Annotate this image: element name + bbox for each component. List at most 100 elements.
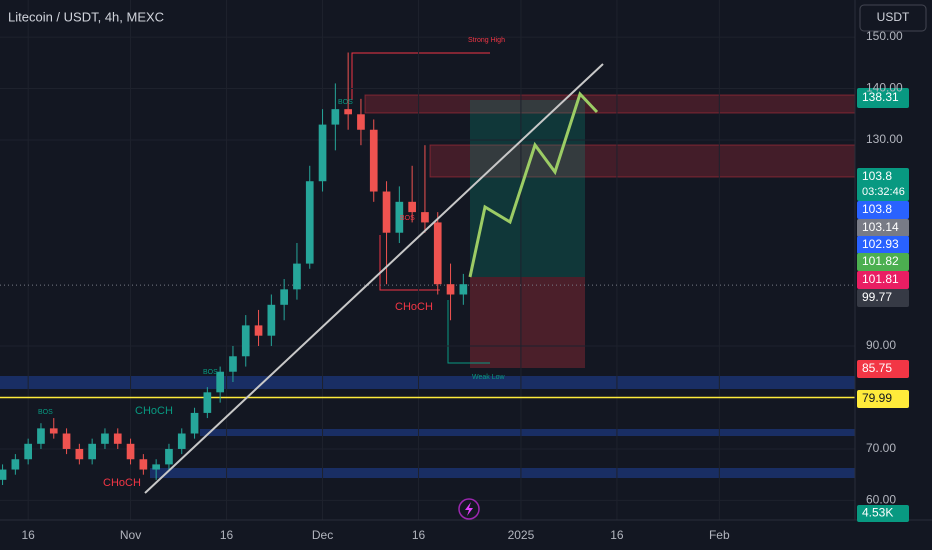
annotation: Weak Low <box>472 374 505 381</box>
candle-body <box>433 222 442 285</box>
target-box <box>470 100 585 277</box>
candle-body <box>357 114 365 130</box>
candle-body <box>216 371 224 393</box>
candle-body <box>101 433 109 444</box>
candle-body <box>318 124 327 182</box>
annotation: BOS <box>400 215 415 222</box>
candle-body <box>459 284 468 295</box>
y-tick-label: 70.00 <box>866 441 896 455</box>
candle-body <box>369 129 378 192</box>
x-tick-label: 16 <box>21 528 35 542</box>
candle-body <box>177 433 186 449</box>
candle-body <box>49 428 58 434</box>
weak-low-line <box>447 300 490 364</box>
price-tag-label: 101.81 <box>862 272 899 286</box>
price-tag-label: 4.53K <box>862 506 893 520</box>
candle-body <box>126 443 135 460</box>
price-tag <box>857 88 909 108</box>
price-tag <box>857 236 909 254</box>
candle-body <box>267 304 276 336</box>
x-tick-label: 16 <box>610 528 624 542</box>
annotation: Strong High <box>468 37 505 44</box>
x-tick-label: Dec <box>312 528 333 542</box>
x-tick-label: 16 <box>412 528 426 542</box>
candle-body <box>165 448 173 465</box>
price-tag <box>857 390 909 408</box>
candle-body <box>75 448 84 460</box>
countdown: 03:32:46 <box>862 186 905 198</box>
candle-body <box>229 356 237 372</box>
candle-body <box>293 263 301 290</box>
y-tick-label: 90.00 <box>866 338 896 352</box>
currency-label[interactable]: USDT <box>877 10 910 24</box>
price-tag-label: 101.82 <box>862 254 899 268</box>
price-tag-label: 102.93 <box>862 237 899 251</box>
event-icon <box>465 502 473 516</box>
y-tick-label: 130.00 <box>866 132 903 146</box>
chart-title: Litecoin / USDT, 4h, MEXC <box>8 9 164 24</box>
annotation: CHoCH <box>395 301 433 313</box>
annotation: BOS <box>38 409 53 416</box>
price-tag-label: 103.14 <box>862 220 899 234</box>
candle-body <box>446 284 455 295</box>
trend-line <box>144 63 604 494</box>
price-tag-label: 138.31 <box>862 90 899 104</box>
candle-body <box>152 464 160 470</box>
candle-body <box>203 392 212 413</box>
candle-body <box>395 201 404 233</box>
candle-body <box>11 459 20 470</box>
projection-arrow <box>468 91 599 278</box>
candle-body <box>62 433 71 449</box>
candle-body <box>305 181 314 264</box>
price-tag <box>857 253 909 271</box>
candle-body <box>254 325 263 336</box>
y-tick-label: 60.00 <box>866 493 896 507</box>
annotation: BOS <box>203 369 218 376</box>
choch-line <box>379 235 440 291</box>
candle-body <box>421 212 429 223</box>
y-tick-label: 140.00 <box>866 81 903 95</box>
stop-box <box>470 277 585 368</box>
price-tag <box>857 360 909 378</box>
price-tag <box>857 201 909 219</box>
candle-body <box>88 443 96 460</box>
demand-zone <box>150 468 855 478</box>
supply-zone <box>364 94 856 114</box>
demand-zone <box>200 429 855 436</box>
x-tick-label: 16 <box>220 528 234 542</box>
candle-body <box>280 289 288 305</box>
y-tick-label: 150.00 <box>866 29 903 43</box>
price-tag-label: 85.75 <box>862 361 892 375</box>
price-tag <box>857 219 909 237</box>
x-tick-label: Feb <box>709 528 730 542</box>
annotation: CHoCH <box>135 405 173 417</box>
candle-body <box>241 325 250 357</box>
zones <box>0 52 856 478</box>
currency-button[interactable] <box>859 4 927 32</box>
candle-body <box>113 433 122 444</box>
candle-body <box>344 109 352 115</box>
price-tag <box>857 505 909 522</box>
price-tag-label: 99.77 <box>862 290 892 304</box>
price-tag <box>857 289 909 307</box>
price-tag-label: 103.8 <box>862 169 892 183</box>
x-tick-label: 2025 <box>508 528 535 542</box>
annotation: CHoCH <box>103 477 141 489</box>
annotation: BOS <box>338 99 353 106</box>
candle-body <box>139 459 148 470</box>
strong-high-line <box>351 52 490 100</box>
candle-body <box>0 469 7 480</box>
demand-zone <box>0 376 855 389</box>
candle-body <box>190 412 199 434</box>
x-tick-label: Nov <box>120 528 141 542</box>
candle-body <box>382 191 391 233</box>
price-tag-label: 79.99 <box>862 391 892 405</box>
price-tag <box>857 168 909 201</box>
price-tag <box>857 271 909 289</box>
candle-body <box>408 201 416 213</box>
candle-body <box>24 443 32 460</box>
price-tag-label: 103.8 <box>862 202 892 216</box>
candle-body <box>331 109 340 125</box>
